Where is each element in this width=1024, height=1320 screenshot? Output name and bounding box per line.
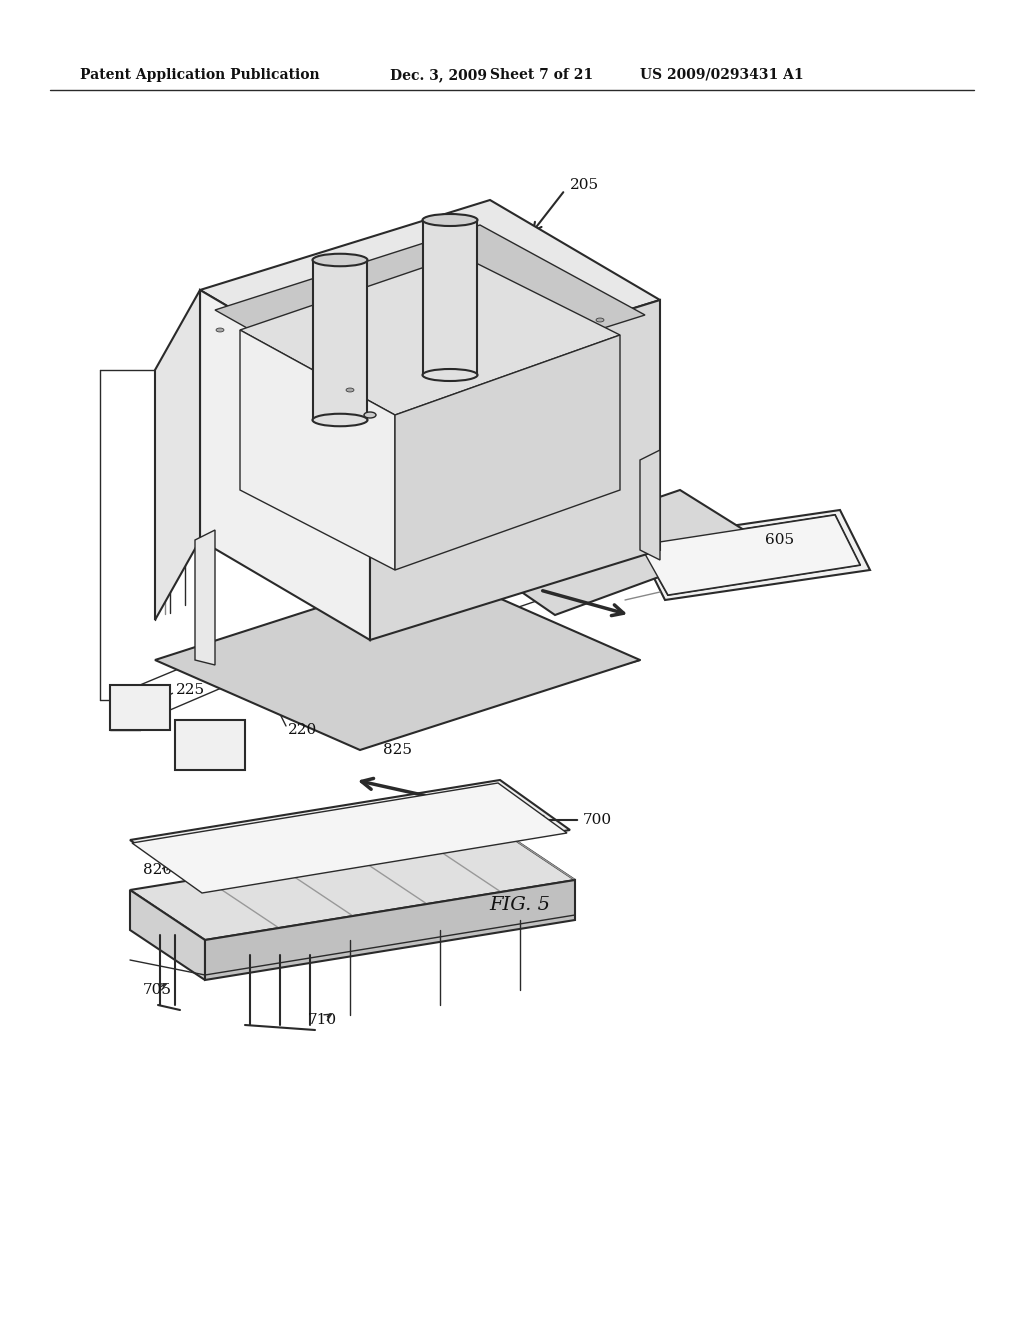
Text: 220: 220 xyxy=(288,723,317,737)
Text: 226: 226 xyxy=(196,723,225,737)
Text: 705: 705 xyxy=(143,983,172,997)
Polygon shape xyxy=(240,330,395,570)
FancyBboxPatch shape xyxy=(175,719,245,770)
Text: FIG. 5: FIG. 5 xyxy=(489,896,551,913)
Text: 820: 820 xyxy=(143,863,172,876)
Polygon shape xyxy=(475,490,760,615)
Polygon shape xyxy=(155,570,640,750)
Text: 825: 825 xyxy=(383,743,412,756)
Polygon shape xyxy=(200,201,660,389)
Text: 225: 225 xyxy=(176,682,205,697)
Text: 605: 605 xyxy=(765,533,795,546)
Polygon shape xyxy=(370,300,660,640)
Ellipse shape xyxy=(312,413,368,426)
Polygon shape xyxy=(640,515,860,595)
Polygon shape xyxy=(132,783,567,894)
Polygon shape xyxy=(313,260,367,420)
Polygon shape xyxy=(130,890,205,979)
Text: 700: 700 xyxy=(583,813,612,828)
Text: US 2009/0293431 A1: US 2009/0293431 A1 xyxy=(640,69,804,82)
Polygon shape xyxy=(240,255,620,414)
Polygon shape xyxy=(635,510,870,601)
Text: 710: 710 xyxy=(308,1012,337,1027)
Polygon shape xyxy=(395,335,620,570)
Polygon shape xyxy=(200,290,370,640)
Text: Sheet 7 of 21: Sheet 7 of 21 xyxy=(490,69,593,82)
Text: Patent Application Publication: Patent Application Publication xyxy=(80,69,319,82)
Polygon shape xyxy=(205,880,575,979)
Ellipse shape xyxy=(364,412,376,418)
Polygon shape xyxy=(423,220,477,375)
Ellipse shape xyxy=(423,214,477,226)
Ellipse shape xyxy=(423,370,477,381)
Polygon shape xyxy=(640,450,660,560)
Polygon shape xyxy=(215,224,645,400)
Polygon shape xyxy=(130,780,570,890)
Ellipse shape xyxy=(312,253,368,267)
Ellipse shape xyxy=(596,318,604,322)
Polygon shape xyxy=(130,830,575,940)
FancyBboxPatch shape xyxy=(110,685,170,730)
Polygon shape xyxy=(155,290,200,620)
Ellipse shape xyxy=(216,327,224,333)
Text: 205: 205 xyxy=(570,178,599,191)
Polygon shape xyxy=(195,531,215,665)
Text: Dec. 3, 2009: Dec. 3, 2009 xyxy=(390,69,487,82)
Ellipse shape xyxy=(346,388,354,392)
